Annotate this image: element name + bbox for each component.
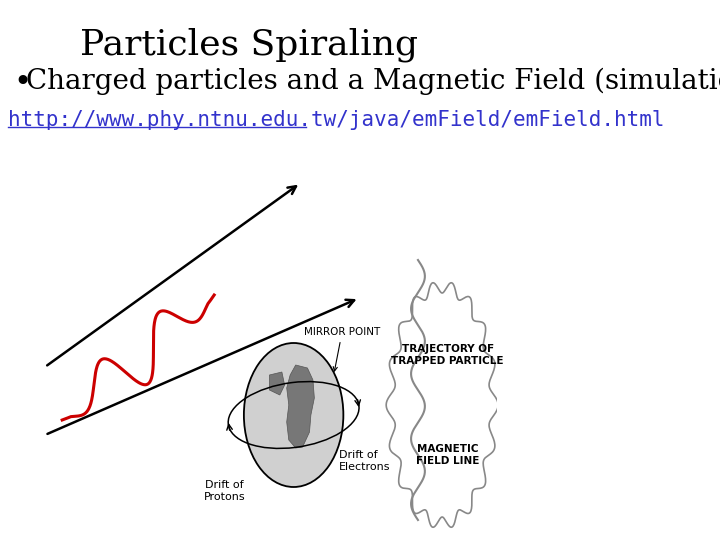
- Text: •: •: [14, 68, 32, 97]
- Text: Particles Spiraling: Particles Spiraling: [80, 28, 418, 63]
- Text: Charged particles and a Magnetic Field (simulations): Charged particles and a Magnetic Field (…: [26, 68, 720, 96]
- Text: MIRROR POINT: MIRROR POINT: [304, 327, 380, 371]
- Text: Drift of
Protons: Drift of Protons: [204, 480, 246, 502]
- Text: MAGNETIC
FIELD LINE: MAGNETIC FIELD LINE: [416, 444, 480, 466]
- Polygon shape: [269, 372, 284, 395]
- Text: http://www.phy.ntnu.edu.tw/java/emField/emField.html: http://www.phy.ntnu.edu.tw/java/emField/…: [9, 110, 665, 130]
- Text: Drift of
Electrons: Drift of Electrons: [338, 450, 390, 471]
- Polygon shape: [287, 365, 315, 448]
- Text: TRAJECTORY OF
TRAPPED PARTICLE: TRAJECTORY OF TRAPPED PARTICLE: [392, 344, 504, 366]
- Circle shape: [244, 343, 343, 487]
